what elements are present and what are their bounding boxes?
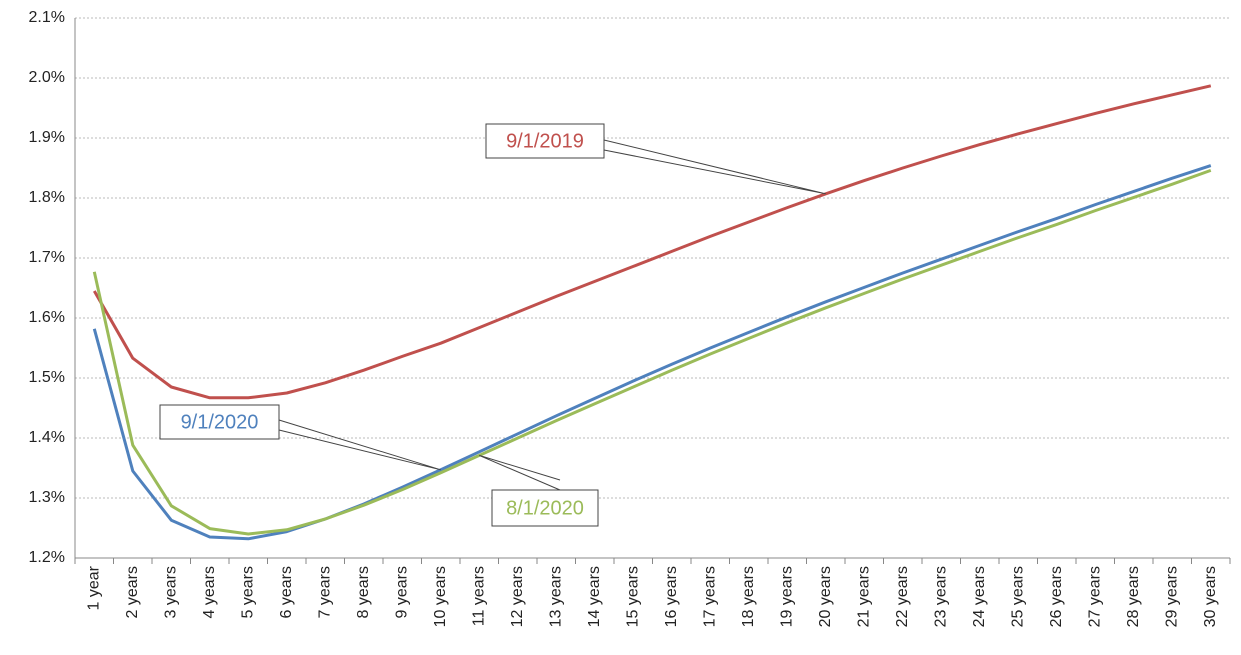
series-line: [92, 164, 1212, 541]
series-label: 9/1/2019: [506, 130, 584, 152]
x-tick-label: 30 years: [1202, 566, 1219, 627]
callout-box: [491, 489, 599, 527]
x-tick-label: 26 years: [1048, 566, 1065, 627]
y-tick-label: 1.2%: [29, 549, 65, 566]
series-line: [92, 168, 1212, 536]
callout-leader: [603, 139, 826, 195]
x-tick-label: 14 years: [586, 566, 603, 627]
x-tick-label: 19 years: [778, 566, 795, 627]
x-tick-label: 23 years: [932, 566, 949, 627]
callout-leader: [479, 454, 561, 491]
x-tick-label: 13 years: [547, 566, 564, 627]
x-tick-label: 4 years: [201, 566, 218, 618]
x-tick-label: 29 years: [1163, 566, 1180, 627]
x-tick-label: 15 years: [624, 566, 641, 627]
x-tick-label: 5 years: [239, 566, 256, 618]
x-tick-label: 2 years: [124, 566, 141, 618]
series-line: [92, 84, 1212, 400]
x-tick-label: 10 years: [432, 566, 449, 627]
x-tick-label: 18 years: [740, 566, 757, 627]
y-tick-label: 2.0%: [29, 69, 65, 86]
x-tick-label: 27 years: [1086, 566, 1103, 627]
x-tick-label: 24 years: [971, 566, 988, 627]
y-tick-label: 1.9%: [29, 129, 65, 146]
x-tick-label: 8 years: [355, 566, 372, 618]
x-tick-label: 12 years: [509, 566, 526, 627]
x-tick-label: 22 years: [894, 566, 911, 627]
y-tick-label: 1.7%: [29, 249, 65, 266]
y-tick-label: 1.5%: [29, 369, 65, 386]
y-tick-label: 2.1%: [29, 9, 65, 26]
x-tick-label: 6 years: [278, 566, 295, 618]
callout-box: [485, 123, 605, 159]
x-tick-label: 11 years: [470, 566, 487, 626]
callout-leader: [278, 419, 441, 471]
y-tick-label: 1.3%: [29, 489, 65, 506]
x-tick-label: 16 years: [663, 566, 680, 627]
x-tick-label: 25 years: [1009, 566, 1026, 627]
x-tick-label: 9 years: [393, 566, 410, 618]
x-tick-label: 1 year: [85, 565, 102, 610]
x-tick-label: 21 years: [855, 566, 872, 627]
y-tick-label: 1.4%: [29, 429, 65, 446]
callout-box: [159, 404, 280, 440]
x-tick-label: 28 years: [1125, 566, 1142, 627]
series-label: 9/1/2020: [181, 411, 259, 433]
x-tick-label: 3 years: [162, 566, 179, 618]
series-label: 8/1/2020: [506, 497, 584, 519]
x-tick-label: 7 years: [316, 566, 333, 618]
x-tick-label: 20 years: [817, 566, 834, 627]
y-tick-label: 1.6%: [29, 309, 65, 326]
x-tick-label: 17 years: [701, 566, 718, 627]
y-tick-label: 1.8%: [29, 189, 65, 206]
